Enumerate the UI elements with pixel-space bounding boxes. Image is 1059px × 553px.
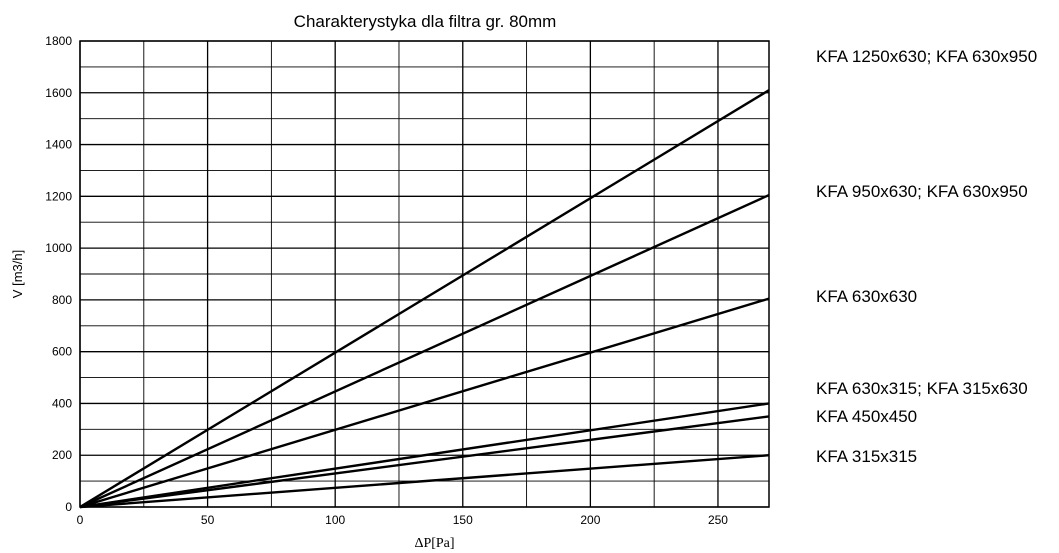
y-tick-label: 1400 xyxy=(45,138,72,152)
legend-entry: KFA 950x630; KFA 630x950 xyxy=(816,182,1028,201)
series-line xyxy=(80,416,769,507)
legend-entry: KFA 1250x630; KFA 630x950 xyxy=(816,47,1037,66)
legend: KFA 1250x630; KFA 630x950 KFA 950x630; KF… xyxy=(816,47,1037,466)
series-lines xyxy=(80,90,769,507)
legend-entry: KFA 630x630 xyxy=(816,287,917,306)
y-axis-label: V [m3/h] xyxy=(10,250,25,298)
y-tick-label: 0 xyxy=(65,500,72,514)
legend-entry: KFA 630x315; KFA 315x630 xyxy=(816,379,1028,398)
x-tick-label: 100 xyxy=(325,513,345,527)
legend-entry: KFA 315x315 xyxy=(816,447,917,466)
y-tick-label: 800 xyxy=(52,293,72,307)
y-tick-label: 1000 xyxy=(45,241,72,255)
x-tick-label: 250 xyxy=(708,513,728,527)
x-tick-label: 200 xyxy=(580,513,600,527)
y-tick-label: 1800 xyxy=(45,34,72,48)
legend-entry: KFA 450x450 xyxy=(816,407,917,426)
x-tick-label: 150 xyxy=(453,513,473,527)
tick-labels: 0 50 100 150 200 250 0 200 400 600 800 1000 1200 1400… xyxy=(45,34,728,527)
y-tick-label: 400 xyxy=(52,396,72,410)
x-tick-label: 0 xyxy=(77,513,84,527)
y-tick-label: 1600 xyxy=(45,86,72,100)
y-tick-label: 200 xyxy=(52,448,72,462)
x-tick-label: 50 xyxy=(201,513,215,527)
y-tick-label: 600 xyxy=(52,345,72,359)
chart-title: Charakterystyka dla filtra gr. 80mm xyxy=(294,12,557,31)
y-tick-label: 1200 xyxy=(45,189,72,203)
x-axis-label: ΔP[Pa] xyxy=(414,536,454,551)
series-line xyxy=(80,90,769,507)
grid xyxy=(80,41,769,507)
